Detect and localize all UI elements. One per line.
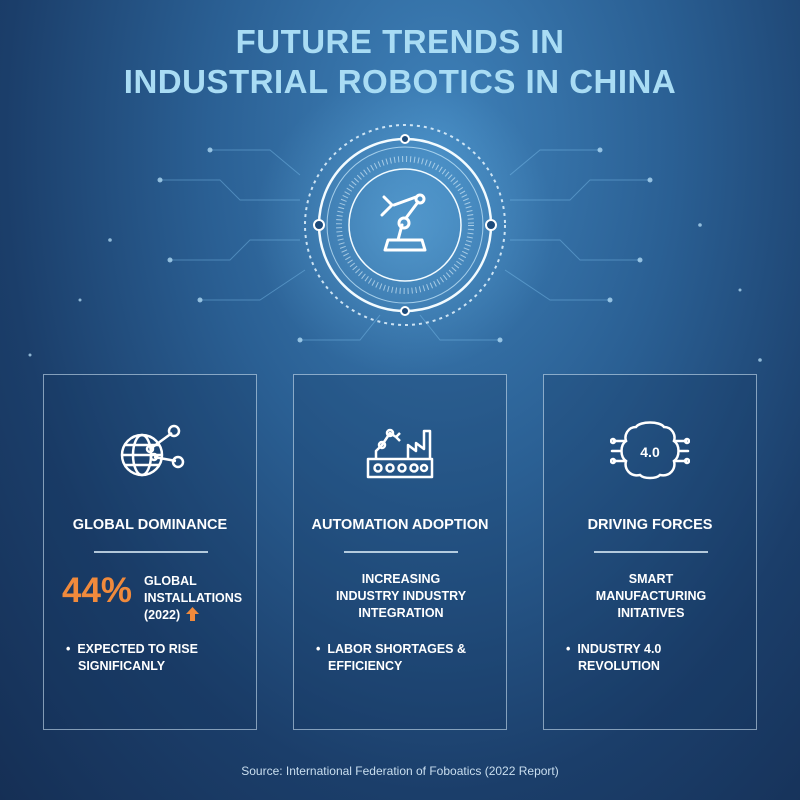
- stat-label-line-1: GLOBAL: [144, 574, 197, 588]
- card-heading: DRIVING FORCES: [587, 517, 713, 533]
- title-line-1: FUTURE TRENDS IN: [235, 23, 565, 60]
- card-heading: AUTOMATION ADOPTION: [311, 517, 489, 533]
- card-description: SMART MANUFACTURING INITATIVES: [595, 572, 707, 620]
- stat-value: 44%: [62, 571, 133, 610]
- brain-chip-icon: 4.0: [609, 421, 691, 480]
- stat-label-line-3: (2022): [144, 608, 181, 622]
- card-automation-adoption: AUTOMATION ADOPTION INCREASING INDUSTRY …: [293, 374, 507, 730]
- stat-label: GLOBAL INSTALLATIONS (2022): [144, 573, 254, 626]
- stat-label-line-2: INSTALLATIONS: [144, 591, 243, 605]
- bullet-item: • EXPECTED TO RISE SIGNIFICANLY: [66, 642, 198, 673]
- arrow-up-icon: [186, 607, 200, 626]
- divider: [344, 551, 458, 553]
- card-heading: GLOBAL DOMINANCE: [72, 517, 228, 533]
- brain-chip-label: 4.0: [640, 444, 660, 460]
- card-global-dominance: GLOBAL DOMINANCE 44% GLOBAL INSTALLATION…: [43, 374, 257, 730]
- divider: [94, 551, 208, 553]
- factory-robot-icon: [366, 428, 434, 479]
- stat-block: 44% GLOBAL INSTALLATIONS (2022): [62, 571, 252, 625]
- card-driving-forces: 4.0 DRIVING FORCES SMART MANUFACTURING I…: [543, 374, 757, 730]
- source-caption: Source: International Federation of Fobo…: [241, 764, 559, 778]
- divider: [594, 551, 708, 553]
- card-description: INCREASING INDUSTRY INDUSTRY INTEGRATION: [335, 572, 467, 620]
- robotic-arm-circuit-icon: [28, 75, 762, 375]
- bullet-item: • LABOR SHORTAGES & EFFICIENCY: [316, 642, 466, 673]
- bullet-item: • INDUSTRY 4.0 REVOLUTION: [566, 642, 662, 673]
- globe-network-icon: [120, 424, 185, 477]
